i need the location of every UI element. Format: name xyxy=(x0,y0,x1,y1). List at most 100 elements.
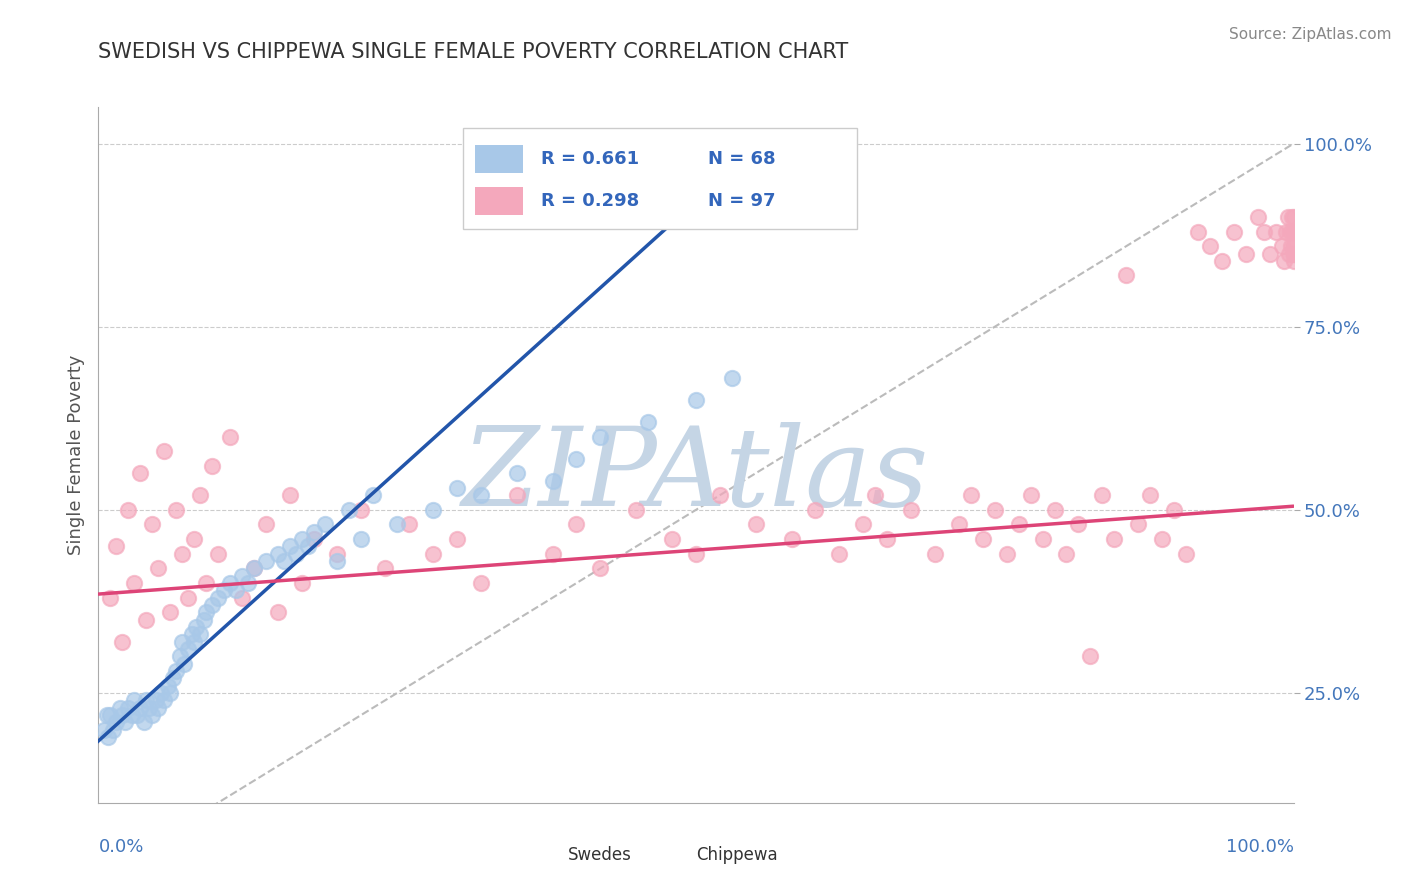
Point xyxy=(1278,246,1301,260)
Text: Source: ZipAtlas.com: Source: ZipAtlas.com xyxy=(1229,27,1392,42)
Point xyxy=(141,517,163,532)
Point xyxy=(201,458,224,473)
Point xyxy=(121,707,143,722)
Point xyxy=(291,576,314,591)
Point xyxy=(470,488,492,502)
Point xyxy=(117,700,139,714)
Point xyxy=(193,613,215,627)
Point xyxy=(132,715,155,730)
Point xyxy=(1115,268,1137,283)
Point xyxy=(302,524,325,539)
Point xyxy=(852,517,875,532)
Point xyxy=(363,488,385,502)
Point xyxy=(422,547,444,561)
Point xyxy=(326,554,349,568)
Point xyxy=(169,649,191,664)
Point xyxy=(506,488,529,502)
Point xyxy=(188,627,211,641)
Point xyxy=(995,547,1018,561)
Point xyxy=(1258,246,1281,260)
Point xyxy=(291,532,314,546)
Point xyxy=(326,547,349,561)
Text: N = 97: N = 97 xyxy=(709,192,776,210)
Point xyxy=(589,561,612,575)
Point xyxy=(1091,488,1114,502)
Point xyxy=(470,576,492,591)
Point xyxy=(165,664,187,678)
Point xyxy=(297,540,319,554)
Point xyxy=(1282,253,1305,268)
Point xyxy=(267,606,290,620)
FancyBboxPatch shape xyxy=(463,128,858,229)
Point xyxy=(626,503,648,517)
Point xyxy=(111,707,134,722)
Point xyxy=(172,634,194,648)
Point xyxy=(225,583,247,598)
Point xyxy=(159,606,181,620)
Point xyxy=(1282,246,1305,260)
Point xyxy=(172,547,194,561)
Point xyxy=(138,700,160,714)
Point xyxy=(541,547,564,561)
Point xyxy=(745,517,768,532)
Point xyxy=(165,503,187,517)
Point xyxy=(1080,649,1102,664)
Point xyxy=(117,503,139,517)
Point xyxy=(111,634,134,648)
Point xyxy=(506,467,529,481)
Point xyxy=(97,730,120,744)
Point xyxy=(1150,532,1173,546)
Point xyxy=(339,503,360,517)
Point xyxy=(124,576,146,591)
Point xyxy=(721,371,744,385)
Point xyxy=(219,429,242,443)
Point xyxy=(1032,532,1054,546)
Point xyxy=(162,671,184,685)
Point xyxy=(1054,547,1078,561)
Point xyxy=(231,591,253,605)
Point xyxy=(446,532,468,546)
Point xyxy=(207,547,229,561)
Point xyxy=(1281,210,1303,224)
Point xyxy=(1277,210,1299,224)
Point xyxy=(145,693,167,707)
FancyBboxPatch shape xyxy=(523,846,561,868)
Point xyxy=(1253,225,1275,239)
Point xyxy=(135,693,157,707)
Point xyxy=(1282,225,1305,239)
Point xyxy=(804,503,827,517)
Point xyxy=(177,642,200,657)
Point xyxy=(541,474,564,488)
Point xyxy=(243,561,266,575)
Point xyxy=(124,693,146,707)
Point xyxy=(148,561,170,575)
Point xyxy=(876,532,898,546)
Point xyxy=(284,547,307,561)
Point xyxy=(135,613,157,627)
Point xyxy=(1275,225,1298,239)
Point xyxy=(114,715,136,730)
Point xyxy=(398,517,420,532)
Y-axis label: Single Female Poverty: Single Female Poverty xyxy=(66,355,84,555)
Point xyxy=(350,532,373,546)
Point xyxy=(236,576,259,591)
Point xyxy=(972,532,994,546)
Point xyxy=(685,547,707,561)
Point xyxy=(180,627,202,641)
Point xyxy=(446,481,468,495)
Point xyxy=(96,707,118,722)
Point xyxy=(1278,225,1301,239)
Point xyxy=(1175,547,1198,561)
Text: R = 0.661: R = 0.661 xyxy=(540,150,638,169)
Point xyxy=(173,657,195,671)
Point xyxy=(900,503,922,517)
Point xyxy=(254,554,277,568)
Point xyxy=(93,723,115,737)
Point xyxy=(194,576,218,591)
Point xyxy=(101,723,124,737)
Point xyxy=(105,540,128,554)
Point xyxy=(565,451,588,466)
Point xyxy=(1246,210,1268,224)
Point xyxy=(141,707,163,722)
Point xyxy=(1234,246,1257,260)
